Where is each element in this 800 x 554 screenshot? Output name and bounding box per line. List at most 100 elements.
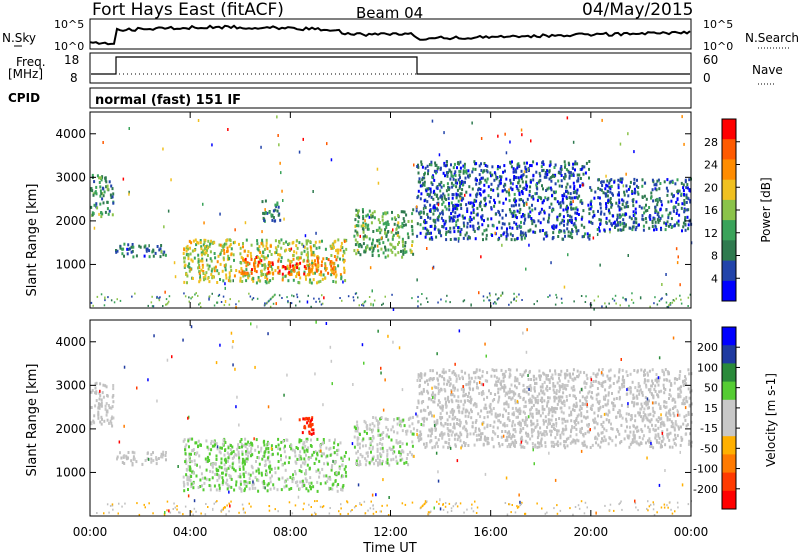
data-cell [97, 410, 100, 414]
data-cell [586, 415, 589, 419]
noise-cell [194, 293, 196, 296]
data-cell [548, 164, 551, 168]
data-cell [632, 404, 635, 408]
noise-cell [417, 305, 419, 308]
data-cell [427, 229, 430, 233]
data-cell [689, 432, 692, 436]
data-cell [343, 260, 345, 264]
data-cell [271, 261, 274, 265]
data-cell [268, 460, 271, 464]
data-cell [427, 215, 429, 219]
data-cell [558, 395, 560, 399]
data-cell [523, 186, 526, 190]
data-cell [612, 382, 615, 385]
data-cell [686, 186, 689, 190]
data-cell [688, 178, 691, 182]
data-cell [485, 228, 488, 232]
data-cell [514, 428, 517, 431]
data-cell [196, 240, 199, 244]
data-cell [379, 437, 382, 441]
data-cell [677, 223, 680, 227]
data-cell [674, 437, 677, 440]
data-cell [428, 237, 431, 241]
data-cell [456, 388, 459, 392]
data-cell [364, 444, 367, 448]
data-cell [570, 428, 573, 432]
noise-cell [218, 293, 221, 296]
noise-cell [683, 142, 685, 146]
data-cell [250, 442, 253, 446]
data-cell [482, 392, 485, 396]
data-cell [220, 461, 223, 465]
data-cell [356, 420, 359, 424]
data-cell [376, 239, 379, 243]
data-cell [597, 186, 600, 190]
data-cell [397, 231, 400, 235]
noise-cell [217, 295, 220, 297]
data-cell [330, 468, 333, 472]
data-cell [568, 171, 571, 174]
data-cell [273, 486, 276, 490]
data-cell [405, 213, 408, 217]
data-cell [274, 466, 277, 470]
data-cell [685, 382, 688, 386]
data-cell [461, 444, 464, 448]
data-cell [526, 184, 529, 188]
data-cell [227, 446, 230, 450]
data-cell [266, 211, 269, 215]
data-cell [460, 228, 463, 231]
data-cell [683, 199, 686, 202]
data-cell [640, 407, 643, 411]
data-cell [505, 177, 508, 181]
colorbar-segment [722, 159, 736, 181]
data-cell [198, 264, 201, 267]
data-cell [539, 385, 542, 389]
data-cell [474, 429, 477, 433]
data-cell [398, 450, 401, 454]
data-cell [343, 454, 346, 458]
data-cell [659, 405, 662, 409]
data-cell [197, 444, 200, 448]
noise-cell [449, 301, 451, 304]
data-cell [587, 203, 590, 207]
data-cell [97, 412, 100, 416]
data-cell [202, 243, 205, 247]
data-cell [662, 437, 665, 441]
noise-cell [495, 302, 497, 305]
data-cell [421, 184, 424, 188]
data-cell [214, 472, 217, 476]
data-cell [614, 226, 616, 229]
data-cell [538, 171, 541, 175]
noise-cell [347, 295, 350, 298]
data-cell [607, 393, 610, 397]
data-cell [213, 444, 216, 448]
data-cell [423, 373, 426, 377]
data-cell [659, 208, 662, 212]
data-cell [444, 440, 447, 444]
data-cell [527, 432, 529, 436]
data-cell [559, 201, 562, 205]
data-cell [572, 223, 575, 227]
data-cell [477, 375, 480, 379]
data-cell [652, 395, 655, 399]
data-cell [563, 386, 566, 390]
data-cell [223, 264, 226, 268]
noise-cell [134, 292, 136, 295]
data-cell [296, 484, 299, 488]
noise-cell [281, 189, 283, 193]
data-cell [241, 257, 244, 260]
data-cell [292, 473, 294, 477]
data-cell [553, 443, 556, 446]
data-cell [424, 380, 426, 384]
data-cell [633, 220, 636, 224]
data-cell [668, 393, 671, 397]
data-cell [243, 482, 246, 486]
data-cell [150, 453, 153, 456]
data-cell [455, 223, 458, 227]
data-cell [652, 199, 655, 203]
data-cell [515, 203, 517, 207]
data-cell [516, 379, 519, 383]
noise-cell [392, 308, 395, 311]
data-cell [550, 440, 553, 444]
data-cell [506, 445, 509, 449]
